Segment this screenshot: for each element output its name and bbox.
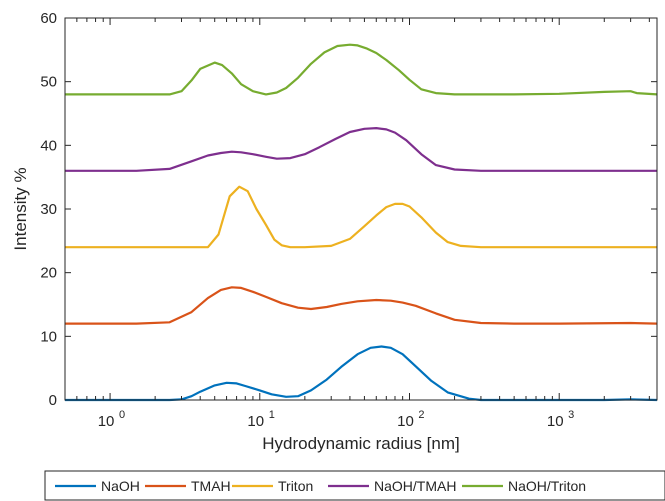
y-tick-label: 40: [40, 137, 57, 154]
x-tick-label: 10: [397, 413, 414, 430]
y-tick-label: 20: [40, 265, 57, 282]
legend-label-0: NaOH: [101, 478, 140, 494]
x-tick-label: 10: [98, 413, 115, 430]
legend-label-4: NaOH/Triton: [508, 478, 586, 494]
series-line-0: [65, 345, 658, 402]
y-tick-label: 0: [49, 392, 57, 409]
x-tick-exponent: 2: [418, 409, 424, 421]
x-tick-label: 10: [247, 413, 264, 430]
y-axis: 0 10 20 30 40 50 60: [40, 10, 657, 409]
legend-label-1: TMAH: [191, 478, 231, 494]
x-tick-exponent: 3: [568, 409, 574, 421]
x-axis: 10 0 10 1 10 2 10 3: [64, 18, 650, 430]
x-tick-label: 10: [547, 413, 564, 430]
plot-frame: [64, 17, 658, 401]
legend-label-2: Triton: [278, 478, 313, 494]
series-line-3: [65, 127, 657, 172]
y-tick-label: 10: [40, 328, 57, 345]
series-lines: [65, 43, 658, 402]
y-tick-label: 50: [40, 74, 57, 91]
series-line-2: [65, 185, 657, 249]
series-line-1: [65, 286, 658, 325]
y-tick-label: 60: [40, 10, 57, 27]
x-tick-exponent: 0: [119, 409, 125, 421]
x-tick-exponent: 1: [269, 409, 275, 421]
y-axis-label: Intensity %: [11, 167, 30, 250]
y-tick-label: 30: [40, 201, 57, 218]
legend: NaOH TMAH Triton NaOH/TMAH NaOH/Triton: [44, 470, 665, 501]
series-line-4: [65, 43, 658, 96]
legend-label-3: NaOH/TMAH: [374, 478, 456, 494]
x-axis-label: Hydrodynamic radius [nm]: [262, 434, 459, 453]
